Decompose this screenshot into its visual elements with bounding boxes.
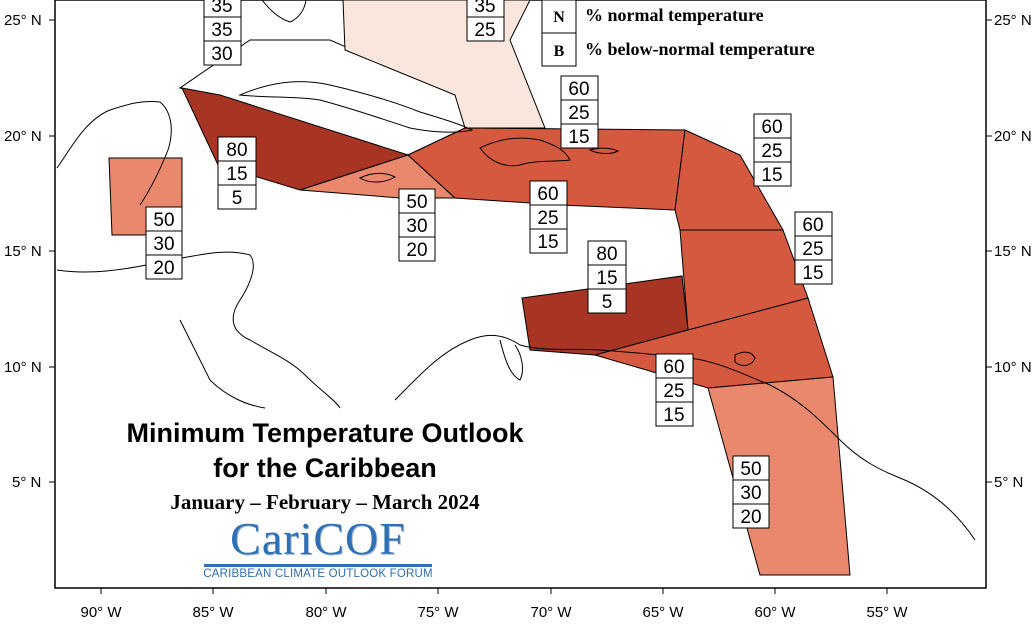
prob-box-trinidad: 60 25 15: [655, 353, 694, 427]
prob-value: 20: [153, 258, 174, 279]
prob-value: 15: [596, 268, 617, 289]
lon-label: 90° W: [80, 604, 122, 621]
prob-value: 15: [802, 263, 823, 284]
map-title: Minimum Temperature Outlook: [126, 418, 524, 448]
lat-ticks: [49, 19, 992, 483]
prob-value: 80: [226, 140, 247, 161]
probability-labels: 35 35 30 35 25 80 15 5 50 30 20 50 30 20: [145, 0, 833, 529]
prob-box-hispaniola: 60 25 15: [529, 180, 568, 254]
trinidad-island: [734, 351, 756, 366]
prob-value: 30: [406, 216, 427, 237]
prob-value: 5: [232, 188, 243, 209]
florida: [261, 0, 307, 23]
prob-box-western-caribbean: 80 15 5: [217, 136, 257, 210]
prob-value: 15: [568, 127, 589, 148]
forecast-regions: [108, 0, 851, 576]
prob-box-cuba: 35 35 30: [203, 0, 242, 66]
prob-value: 15: [663, 405, 684, 426]
lat-label: 5° N: [12, 474, 41, 491]
prob-value: 35: [211, 0, 232, 17]
lat-label: 15° N: [4, 243, 42, 260]
prob-value: 60: [663, 357, 684, 378]
lat-label: 15° N: [994, 243, 1032, 260]
logo-wordmark: CariCOF: [230, 513, 406, 564]
prob-box-belize: 50 30 20: [145, 206, 183, 280]
legend: N % normal temperature B % below-normal …: [541, 0, 815, 67]
prob-value: 20: [740, 507, 761, 528]
prob-value: 60: [568, 79, 589, 100]
lat-label: 25° N: [994, 12, 1032, 29]
prob-value: 25: [537, 208, 558, 229]
prob-value: 30: [211, 44, 232, 65]
lat-label: 20° N: [994, 128, 1032, 145]
lon-label: 55° W: [866, 604, 908, 621]
legend-text: % normal temperature: [585, 5, 764, 25]
prob-value: 30: [740, 483, 761, 504]
logo-subtitle: CARIBBEAN CLIMATE OUTLOOK FORUM: [203, 568, 433, 580]
lon-label: 65° W: [642, 604, 684, 621]
central-america-pacific: [179, 319, 266, 409]
yucatan-coast: [56, 101, 172, 206]
legend-key: N: [553, 9, 565, 26]
hispaniola-island: [479, 137, 571, 167]
prob-value: 30: [153, 234, 174, 255]
prob-value: 60: [537, 184, 558, 205]
legend-text: % below-normal temperature: [585, 39, 815, 59]
prob-value: 25: [663, 381, 684, 402]
prob-value: 25: [568, 103, 589, 124]
coastlines: [56, 0, 976, 541]
prob-value: 35: [474, 0, 495, 17]
puerto-rico-island: [588, 147, 620, 154]
prob-value: 5: [602, 292, 613, 313]
lat-label: 20° N: [4, 128, 42, 145]
prob-box-windward: 60 25 15: [794, 211, 833, 285]
prob-value: 50: [153, 210, 174, 231]
lat-label: 25° N: [4, 12, 42, 29]
legend-key: B: [554, 43, 565, 60]
prob-value: 25: [474, 20, 495, 41]
prob-value: 60: [761, 117, 782, 138]
cuba-island: [238, 81, 474, 133]
prob-value: 50: [740, 459, 761, 480]
prob-box-leeward: 60 25 15: [753, 113, 792, 187]
map-title-line2: for the Caribbean: [213, 453, 437, 483]
caricof-logo: CariCOF CARIBBEAN CLIMATE OUTLOOK FORUM: [200, 513, 436, 581]
lat-label: 10° N: [994, 359, 1032, 376]
lon-label: 75° W: [417, 604, 459, 621]
prob-box-abc: 80 15 5: [587, 240, 627, 314]
lon-label: 80° W: [305, 604, 347, 621]
prob-box-bahamas: 35 25: [466, 0, 505, 42]
prob-value: 15: [537, 232, 558, 253]
lat-labels: 25° N 20° N 15° N 10° N 5° N 25° N 20° N…: [4, 12, 1032, 491]
lat-label: 10° N: [4, 359, 42, 376]
prob-value: 25: [802, 239, 823, 260]
maracaibo: [499, 339, 523, 381]
prob-value: 15: [761, 165, 782, 186]
jamaica-island: [358, 172, 397, 183]
prob-value: 80: [596, 244, 617, 265]
logo-divider: [204, 564, 432, 567]
prob-value: 60: [802, 215, 823, 236]
lon-label: 70° W: [530, 604, 572, 621]
legend-key-box: [541, 32, 577, 67]
prob-value: 15: [226, 164, 247, 185]
prob-box-greater-antilles: 60 25 15: [560, 75, 599, 149]
lon-labels: 90° W 85° W 80° W 75° W 70° W 65° W 60° …: [80, 604, 908, 621]
prob-box-guianas: 50 30 20: [732, 455, 770, 529]
prob-value: 25: [761, 141, 782, 162]
prob-value: 50: [406, 192, 427, 213]
forecast-period: January – February – March 2024: [170, 490, 480, 514]
prob-value: 35: [211, 20, 232, 41]
lon-label: 85° W: [192, 604, 234, 621]
prob-box-jamaica: 50 30 20: [398, 188, 436, 262]
prob-value: 20: [406, 240, 427, 261]
legend-key-box: [541, 0, 577, 34]
lat-label: 5° N: [994, 474, 1023, 491]
lon-ticks: [100, 588, 888, 594]
lon-label: 60° W: [754, 604, 796, 621]
